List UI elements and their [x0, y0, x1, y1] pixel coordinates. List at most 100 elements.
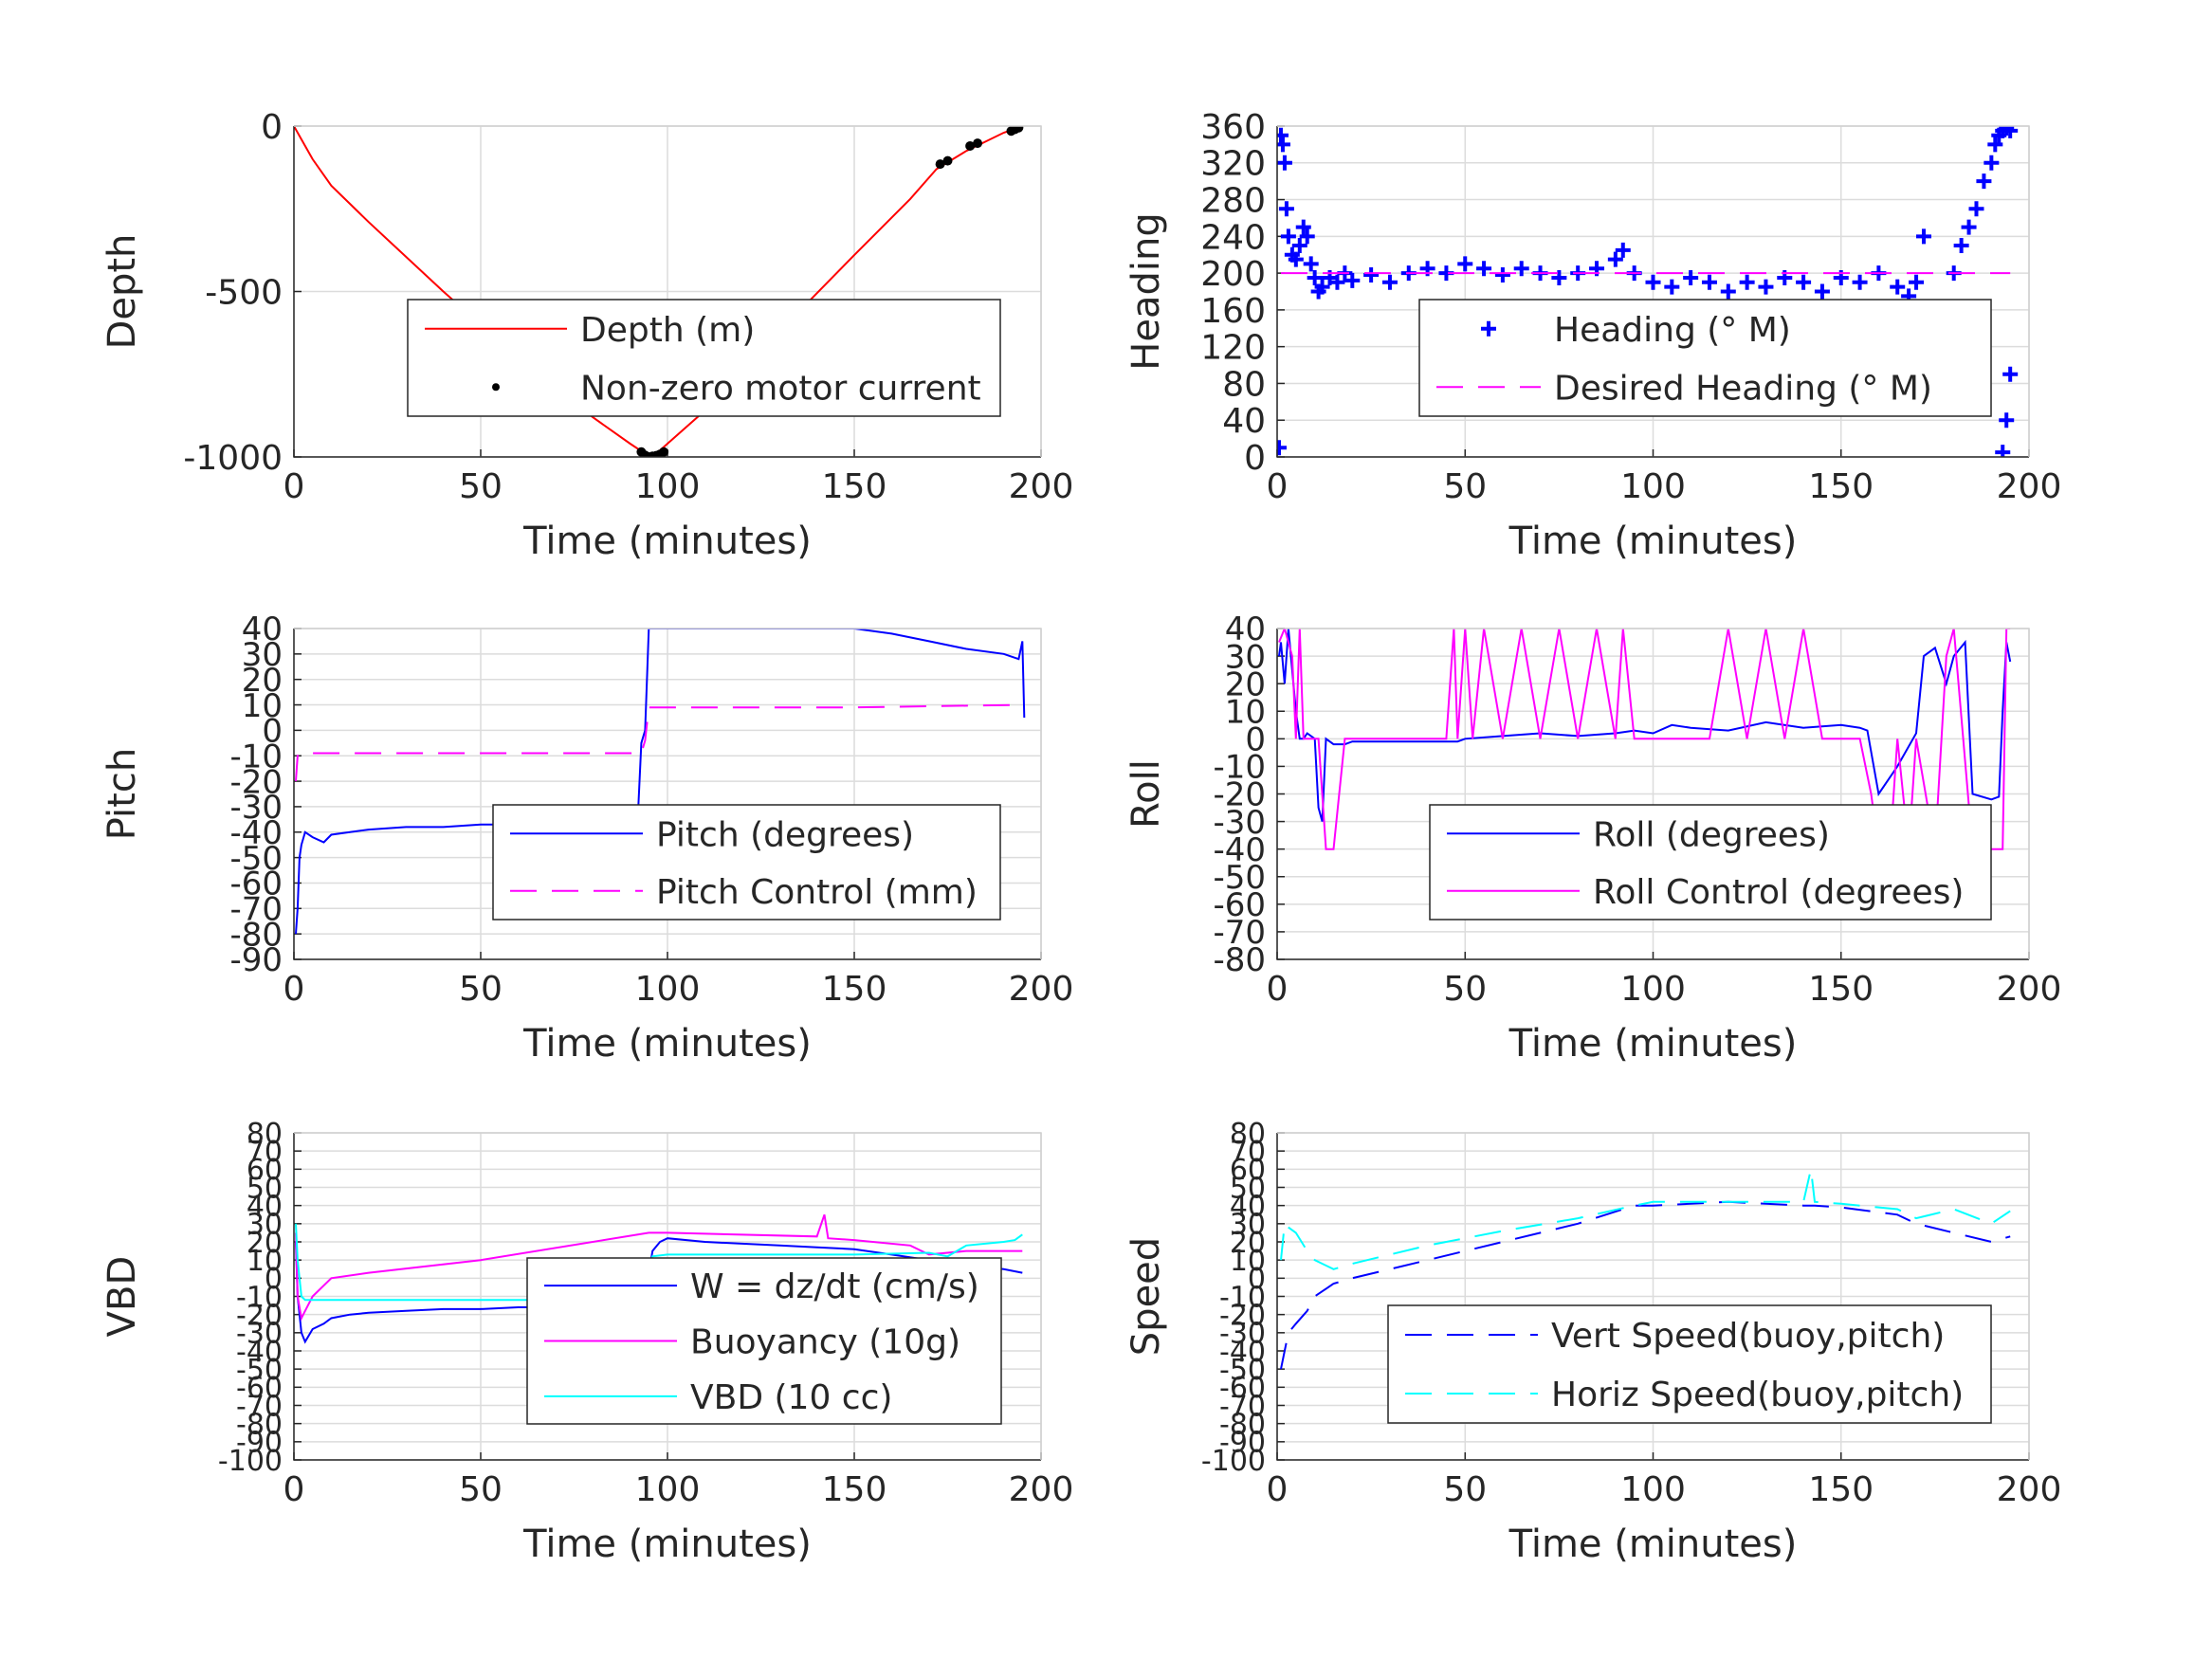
y-tick-label: 50: [247, 1172, 283, 1205]
x-tick-label: 50: [1443, 970, 1487, 1009]
y-tick-label: 20: [1230, 1227, 1266, 1260]
series-heading-m-point: [1796, 274, 1812, 290]
x-tick-label: 200: [1997, 467, 2062, 506]
y-tick-label: -100: [1201, 1445, 1266, 1478]
series-heading-m-point: [1683, 269, 1699, 285]
axis-lines: [293, 1133, 1041, 1461]
series-horiz-speed-buoy-pitch-line: [1280, 1169, 2011, 1270]
y-axis-label: Heading: [1124, 212, 1168, 370]
y-tick-label: -40: [236, 1336, 283, 1369]
x-axis-label: Time (minutes): [522, 1022, 812, 1066]
y-tick-label: 0: [1245, 721, 1266, 759]
series-heading-m-point: [1720, 283, 1736, 300]
subplot-1: 0 50 100 150 20004080120160200240280320360Ti…: [1124, 108, 2061, 563]
y-tick-label: 30: [247, 1209, 283, 1242]
series-heading-m-point: [1381, 274, 1398, 290]
axis-frame: [294, 125, 1042, 457]
series-heading-m-point: [1983, 155, 2000, 171]
x-tick-label: 150: [1808, 970, 1874, 1009]
legend: Vert Speed(buoy,pitch) Horiz Speed(buoy,p…: [1387, 1304, 1992, 1424]
series-non-zero-motor-current-point: [942, 155, 953, 166]
y-axis-label: Pitch: [101, 748, 144, 840]
y-tick-label: -90: [229, 941, 283, 979]
series-heading-m-point: [1915, 228, 1931, 245]
y-tick-label: 0: [261, 108, 283, 147]
y-tick-label: -20: [236, 1299, 283, 1332]
y-tick-label: -30: [236, 1318, 283, 1351]
subplot-4: 0 50 100 150 20080706050403020100-10-20-30-4…: [101, 1118, 1073, 1566]
x-tick-label: 150: [822, 970, 887, 1009]
series-heading-m-point: [1758, 279, 1774, 295]
legend-label: Depth (m): [580, 311, 755, 350]
series-heading-m-point: [1645, 274, 1661, 290]
series-pitch-control-mm-line: [295, 703, 1023, 782]
series-heading-m-point: [1307, 269, 1323, 285]
x-tick-label: 200: [1997, 970, 2062, 1009]
y-tick-label: -20: [1213, 776, 1266, 814]
y-tick-label: 360: [1200, 108, 1266, 147]
x-axis-label: Time (minutes): [1508, 1022, 1798, 1066]
legend-box: [1429, 804, 1992, 921]
x-tick-label: 150: [1808, 1470, 1874, 1509]
y-axis-label: VBD: [101, 1256, 144, 1338]
series-heading-m-point: [1814, 283, 1830, 300]
series-heading-m-point: [1288, 251, 1304, 267]
y-tick-label: -60: [229, 866, 283, 903]
series-heading-m-point: [1277, 155, 1292, 171]
y-tick-label: 20: [1225, 665, 1266, 703]
x-tick-label: 0: [283, 467, 305, 506]
series-heading-m-point: [1303, 256, 1319, 272]
y-tick-label: 40: [242, 611, 283, 648]
y-tick-label: -30: [1219, 1318, 1266, 1351]
series-heading-m-point: [1291, 238, 1307, 254]
y-tick-label: 60: [247, 1154, 283, 1187]
y-tick-label: 200: [1200, 255, 1266, 294]
y-tick-label: -30: [229, 789, 283, 827]
series-heading-m-point: [1551, 269, 1567, 285]
y-tick-label: -40: [1219, 1336, 1266, 1369]
legend-marker: [1481, 320, 1496, 337]
y-tick-label: 80: [247, 1118, 283, 1151]
series-heading-m-point: [1615, 242, 1631, 258]
y-tick-label: 80: [1230, 1118, 1266, 1151]
legend-label: Pitch (degrees): [656, 815, 914, 854]
axis-frame: [1277, 1132, 2030, 1460]
series-heading-m-point: [1852, 274, 1868, 290]
y-tick-label: 40: [1225, 611, 1266, 648]
series-non-zero-motor-current-point: [935, 159, 945, 170]
x-tick-label: 0: [1267, 1470, 1289, 1509]
legend: Pitch (degrees) Pitch Control (mm): [492, 804, 1001, 921]
y-tick-label: -80: [229, 916, 283, 954]
legend-label: Non-zero motor current: [580, 369, 981, 408]
y-tick-label: 50: [1230, 1172, 1266, 1205]
y-tick-label: -60: [1219, 1372, 1266, 1405]
series-heading-m-point: [1607, 251, 1623, 267]
y-tick-label: -40: [229, 814, 283, 852]
subplot-5: 0 50 100 150 20080706050403020100-10-20-30-4…: [1124, 1118, 2061, 1566]
y-tick-label: -20: [1219, 1299, 1266, 1332]
x-tick-label: 0: [1267, 467, 1289, 506]
y-tick-label: -30: [1213, 804, 1266, 842]
legend: Heading (° M) Desired Heading (° M): [1418, 299, 1992, 417]
y-tick-label: -60: [236, 1372, 283, 1405]
series-non-zero-motor-current-point: [659, 447, 669, 457]
series-non-zero-motor-current-point: [1014, 126, 1024, 133]
x-axis-label: Time (minutes): [522, 1522, 812, 1566]
x-tick-label: 200: [1009, 1470, 1074, 1509]
y-tick-label: 160: [1200, 292, 1266, 331]
y-tick-label: 10: [1230, 1245, 1266, 1278]
series-heading-m-point: [1278, 201, 1294, 217]
y-tick-label: 320: [1200, 145, 1266, 184]
axis-frame: [294, 1132, 1042, 1460]
y-tick-label: -90: [1219, 1427, 1266, 1460]
series-heading-m-point: [1299, 228, 1315, 245]
y-tick-label: -10: [229, 738, 283, 775]
y-tick-label: 30: [242, 636, 283, 674]
y-tick-label: 240: [1200, 218, 1266, 257]
series-heading-m-point: [1329, 274, 1345, 290]
axis-frame: [294, 628, 1042, 959]
legend-label: Buoyancy (10g): [690, 1323, 960, 1362]
y-tick-label: -80: [1219, 1408, 1266, 1441]
x-tick-label: 100: [1620, 1470, 1686, 1509]
